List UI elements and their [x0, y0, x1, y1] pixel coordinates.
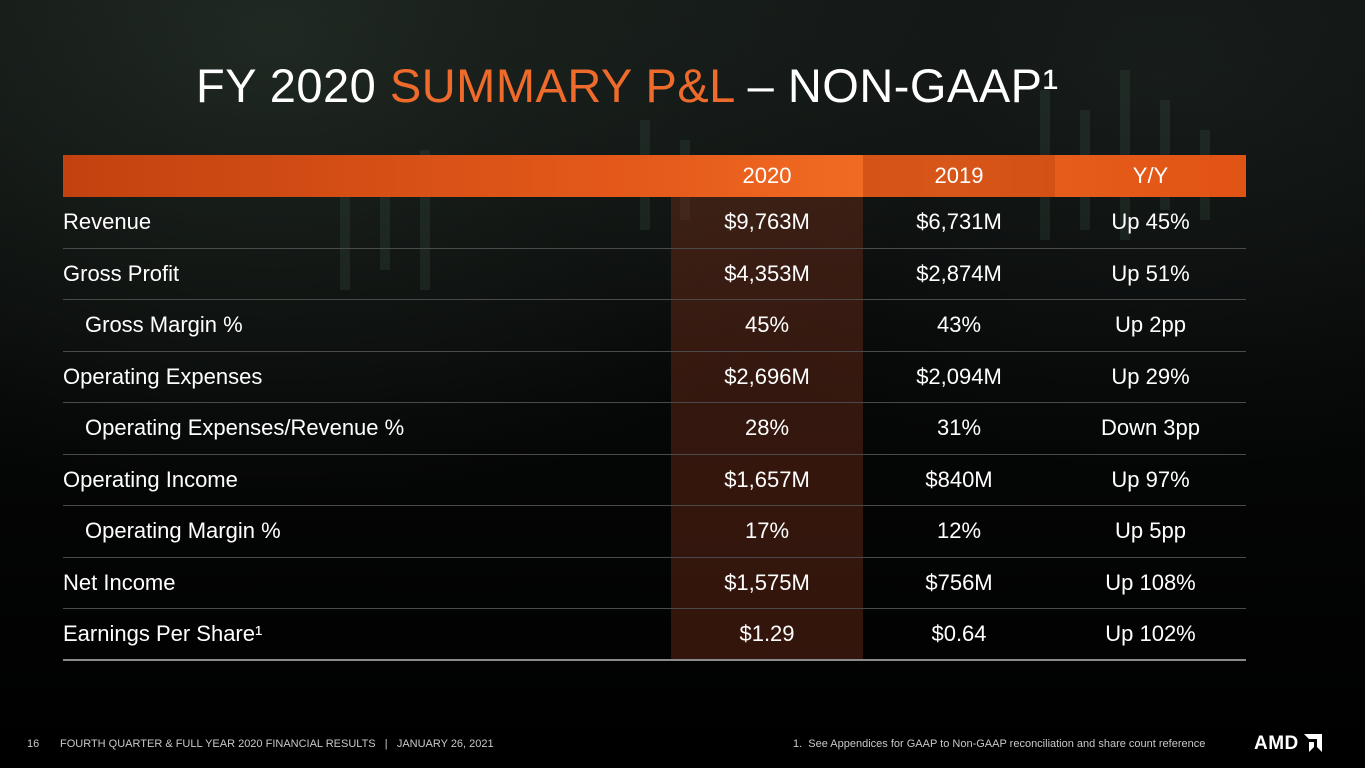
logo-text: AMD — [1254, 733, 1299, 754]
value-yy: Up 5pp — [1115, 518, 1186, 544]
value-2019: 43% — [936, 312, 982, 338]
header-yy: Y/Y — [1055, 155, 1246, 197]
footnote: 1. See Appendices for GAAP to Non-GAAP r… — [793, 738, 1206, 750]
title-prefix: FY 2020 — [196, 59, 390, 112]
page-number: 16 — [27, 738, 40, 750]
header-label-cell — [63, 155, 671, 197]
value-yy: Up 108% — [1105, 569, 1196, 595]
title-suffix: – NON-GAAP¹ — [734, 59, 1059, 112]
value-2019: $840M — [925, 466, 993, 492]
row-label: Operating Expenses — [63, 363, 263, 389]
row-label: Gross Profit — [63, 260, 180, 286]
value-2020: $1.29 — [739, 620, 795, 646]
table-row: Operating Margin % 17% 12% Up 5pp — [63, 506, 1246, 558]
value-2020: 17% — [744, 518, 790, 544]
amd-logo: AMD — [1254, 733, 1322, 755]
value-2020: 28% — [744, 415, 790, 441]
table-body: Revenue $9,763M $6,731M Up 45% Gross Pro… — [63, 197, 1246, 661]
value-2020: $9,763M — [724, 209, 810, 235]
row-label: Earnings Per Share¹ — [63, 620, 263, 646]
highlight-column-2020 — [671, 197, 863, 661]
value-2020: 45% — [744, 312, 790, 338]
row-label: Gross Margin % — [85, 312, 243, 338]
table-row: Revenue $9,763M $6,731M Up 45% — [63, 197, 1246, 249]
value-yy: Up 102% — [1105, 620, 1196, 646]
amd-arrow-icon — [1303, 734, 1322, 752]
value-2019: $6,731M — [916, 209, 1002, 235]
value-2020: $1,657M — [724, 466, 810, 492]
header-2019: 2019 — [863, 155, 1055, 197]
row-label: Operating Margin % — [85, 518, 281, 544]
table-row: Operating Income $1,657M $840M Up 97% — [63, 455, 1246, 506]
table-row: Gross Profit $4,353M $2,874M Up 51% — [63, 249, 1246, 300]
value-yy: Up 51% — [1111, 260, 1190, 286]
header-2020: 2020 — [671, 155, 863, 197]
title-accent: SUMMARY P&L — [389, 59, 735, 112]
table-row: Operating Expenses $2,696M $2,094M Up 29… — [63, 352, 1246, 403]
row-label: Net Income — [63, 569, 176, 595]
footer-title: FOURTH QUARTER & FULL YEAR 2020 FINANCIA… — [60, 738, 494, 750]
table-header-row: 2020 2019 Y/Y — [63, 155, 1246, 197]
value-2019: $756M — [925, 569, 993, 595]
table-row: Earnings Per Share¹ $1.29 $0.64 Up 102% — [63, 609, 1246, 661]
value-2020: $2,696M — [724, 363, 810, 389]
value-yy: Up 45% — [1111, 209, 1190, 235]
table-row: Gross Margin % 45% 43% Up 2pp — [63, 300, 1246, 352]
value-yy: Up 97% — [1111, 466, 1190, 492]
value-2019: 12% — [936, 518, 982, 544]
value-2020: $4,353M — [724, 260, 810, 286]
value-2020: $1,575M — [724, 569, 810, 595]
value-yy: Down 3pp — [1100, 415, 1201, 441]
table-row: Net Income $1,575M $756M Up 108% — [63, 558, 1246, 609]
value-yy: Up 2pp — [1115, 312, 1186, 338]
row-label: Revenue — [63, 209, 152, 235]
value-yy: Up 29% — [1111, 363, 1190, 389]
row-label: Operating Expenses/Revenue % — [85, 415, 405, 441]
value-2019: 31% — [936, 415, 982, 441]
row-label: Operating Income — [63, 466, 238, 492]
table-row: Operating Expenses/Revenue % 28% 31% Dow… — [63, 403, 1246, 455]
value-2019: $2,094M — [916, 363, 1002, 389]
value-2019: $0.64 — [931, 620, 987, 646]
slide-title: FY 2020 SUMMARY P&L – NON-GAAP¹ — [196, 58, 1059, 113]
value-2019: $2,874M — [916, 260, 1002, 286]
pl-summary-table: 2020 2019 Y/Y Revenue $9,763M $6,731M Up… — [63, 155, 1246, 661]
